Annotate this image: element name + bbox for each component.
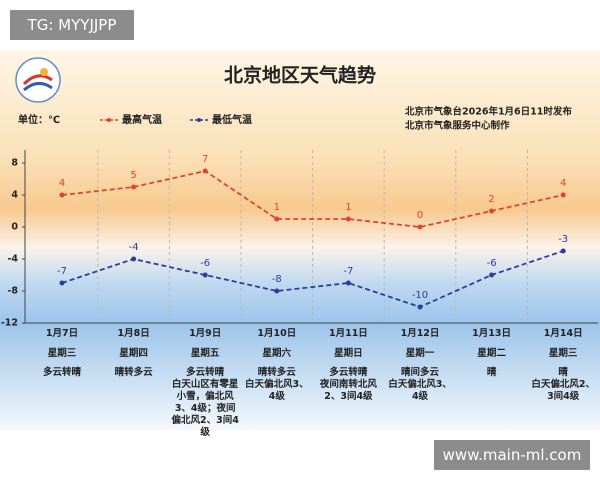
data-point xyxy=(345,216,351,222)
date-label: 1月9日 xyxy=(189,328,222,339)
legend-marker xyxy=(107,118,111,122)
data-point xyxy=(274,288,280,294)
data-label: 4 xyxy=(59,178,65,189)
data-label: -7 xyxy=(57,266,67,277)
data-point xyxy=(202,168,208,174)
chart-title: 北京地区天气趋势 xyxy=(224,64,376,87)
date-label: 1月8日 xyxy=(117,328,150,339)
watermark: TG: MYYJJPP xyxy=(10,10,134,40)
weather-label: 晴转多云 xyxy=(114,367,153,378)
y-tick-label: -8 xyxy=(7,286,18,297)
legend-marker xyxy=(197,118,201,122)
data-label: -8 xyxy=(272,274,282,285)
data-label: 1 xyxy=(274,202,280,213)
data-label: 0 xyxy=(417,210,423,221)
wind-label: 夜间南转北风2、3间4级 xyxy=(319,379,377,402)
data-label: 5 xyxy=(130,170,136,181)
data-label: -3 xyxy=(558,234,568,245)
data-label: 2 xyxy=(488,194,494,205)
data-point xyxy=(59,192,65,198)
date-label: 1月11日 xyxy=(328,328,368,339)
series-line xyxy=(61,170,564,228)
data-label: -6 xyxy=(200,258,210,269)
legend-label: 最高气温 xyxy=(122,113,162,126)
weekday-label: 星期六 xyxy=(262,348,292,359)
legend-label: 最低气温 xyxy=(212,113,252,126)
y-tick-label: -12 xyxy=(1,318,18,329)
data-point xyxy=(489,208,495,214)
weekday-label: 星期三 xyxy=(47,348,77,359)
site-label: www.main-ml.com xyxy=(434,440,590,470)
weekday-label: 星期一 xyxy=(405,348,435,359)
weekday-label: 星期日 xyxy=(334,348,363,359)
series-line xyxy=(61,250,564,308)
weekday-label: 星期四 xyxy=(119,348,148,359)
unit-label: 单位：℃ xyxy=(18,113,60,126)
weather-label: 多云转晴 xyxy=(329,367,368,378)
annotation: 北京市气象台2026年1月6日11时发布 xyxy=(405,106,572,118)
data-label: -10 xyxy=(412,290,428,301)
weather-label: 晴转多云 xyxy=(257,367,296,378)
wind-label: 白天偏北风3、4级 xyxy=(388,379,452,402)
wind-label: 白天偏北风3、4级 xyxy=(244,379,309,402)
data-point xyxy=(417,224,423,230)
weather-label: 多云转晴 xyxy=(186,367,225,378)
data-label: -6 xyxy=(487,258,497,269)
date-label: 1月14日 xyxy=(543,328,583,339)
data-point xyxy=(417,304,423,310)
data-label: 4 xyxy=(560,178,566,189)
data-point xyxy=(274,216,280,222)
weather-label: 晴间多云 xyxy=(400,367,439,378)
y-tick-label: 8 xyxy=(11,158,18,169)
wind-label: 白天山区有零星小雪，偏北风3、4级；夜间偏北风2、3间4级 xyxy=(171,379,239,438)
date-label: 1月10日 xyxy=(257,328,297,339)
weather-label: 晴 xyxy=(558,367,568,378)
data-point xyxy=(560,192,566,198)
data-point xyxy=(345,280,351,286)
data-point xyxy=(131,256,137,262)
data-label: -7 xyxy=(343,266,353,277)
date-label: 1月12日 xyxy=(400,328,440,339)
weekday-label: 星期三 xyxy=(548,348,578,359)
wind-label: 白天偏北风2、3间4级 xyxy=(531,379,595,402)
data-point xyxy=(489,272,495,278)
logo xyxy=(15,57,61,103)
y-tick-label: -4 xyxy=(7,254,18,265)
weekday-label: 星期五 xyxy=(190,348,220,359)
annotation: 北京市气象服务中心制作 xyxy=(405,120,510,132)
date-label: 1月13日 xyxy=(472,328,512,339)
data-label: 1 xyxy=(345,202,351,213)
data-point xyxy=(131,184,137,190)
data-point xyxy=(59,280,65,286)
y-tick-label: 4 xyxy=(11,190,18,201)
data-label: 7 xyxy=(202,154,208,165)
y-tick-label: 0 xyxy=(11,222,18,233)
weather-label: 晴 xyxy=(486,367,497,378)
background xyxy=(0,50,600,430)
data-label: -4 xyxy=(129,242,139,253)
weather-label: 多云转晴 xyxy=(42,367,81,378)
date-label: 1月7日 xyxy=(45,328,79,339)
data-point xyxy=(560,248,566,254)
data-point xyxy=(202,272,208,278)
weekday-label: 星期二 xyxy=(477,348,506,359)
